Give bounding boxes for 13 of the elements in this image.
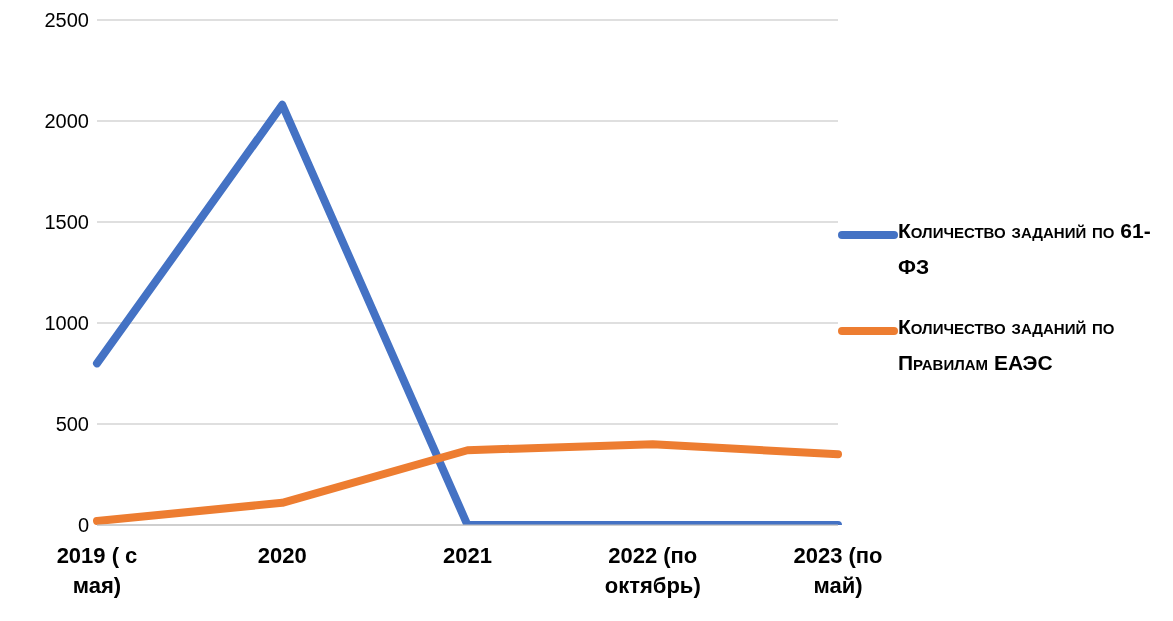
y-tick-label: 0 (77, 514, 89, 537)
y-tick-label: 2500 (44, 9, 89, 32)
x-tick-label: 2022 (по октябрь) (604, 543, 701, 598)
x-tick-label: 2019 ( с мая) (56, 543, 138, 598)
y-tick-label: 1500 (44, 211, 89, 234)
y-tick-label: 500 (55, 413, 89, 436)
legend-label: Количество заданий по Правилам ЕАЭС (898, 313, 1116, 376)
x-tick-label: 2020 (257, 543, 307, 568)
x-tick-label: 2023 (по май) (793, 543, 883, 598)
y-tick-label: 2000 (44, 110, 89, 133)
y-tick-label: 1000 (44, 312, 89, 335)
legend-label: Количество заданий по 61-ФЗ (898, 217, 1152, 280)
x-tick-label: 2021 (443, 543, 492, 568)
